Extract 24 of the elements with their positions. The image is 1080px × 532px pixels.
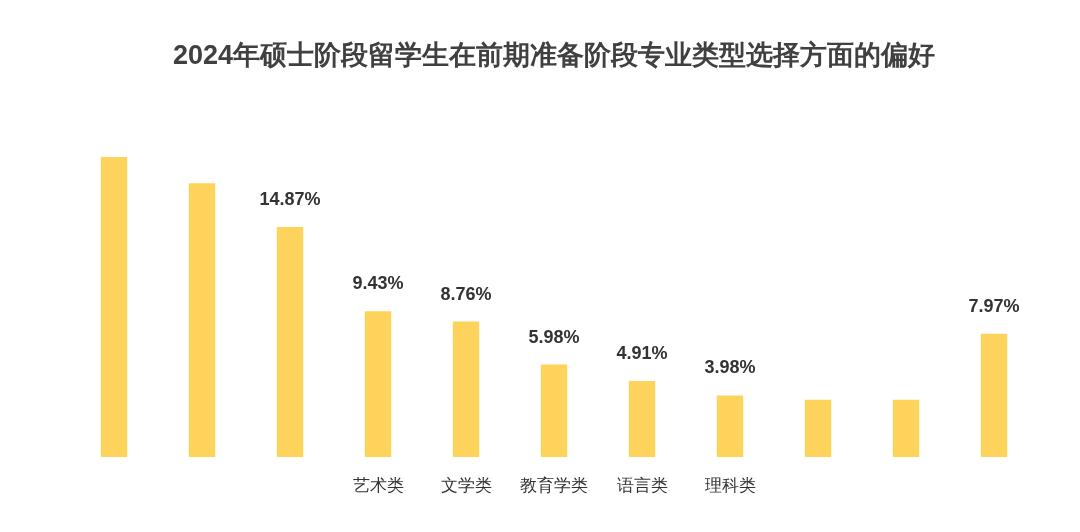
bar	[188, 183, 216, 457]
x-tick-label: 理科类	[704, 475, 756, 495]
data-label: 3.98%	[704, 357, 756, 378]
bar	[452, 321, 480, 457]
bar	[276, 227, 304, 457]
chart-title: 2024年硕士阶段留学生在前期准备阶段专业类型选择方面的偏好	[172, 40, 936, 70]
bar	[628, 381, 656, 457]
x-tick-label: 语言类	[616, 475, 668, 495]
data-label: 7.97%	[968, 295, 1020, 316]
data-label: 14.87%	[259, 189, 321, 210]
bar	[892, 399, 920, 457]
bar	[716, 395, 744, 457]
bar	[364, 311, 392, 457]
bar	[980, 333, 1008, 457]
data-label: 9.43%	[352, 273, 404, 294]
data-label: 5.98%	[528, 326, 580, 347]
x-tick-label: 教育学类	[520, 475, 588, 495]
data-label: 8.76%	[440, 283, 492, 304]
bar	[804, 399, 832, 457]
bar	[100, 157, 128, 457]
x-tick-label: 文学类	[440, 475, 492, 495]
data-label: 4.91%	[616, 343, 668, 364]
bar	[540, 364, 568, 457]
x-tick-label: 艺术类	[352, 475, 404, 495]
